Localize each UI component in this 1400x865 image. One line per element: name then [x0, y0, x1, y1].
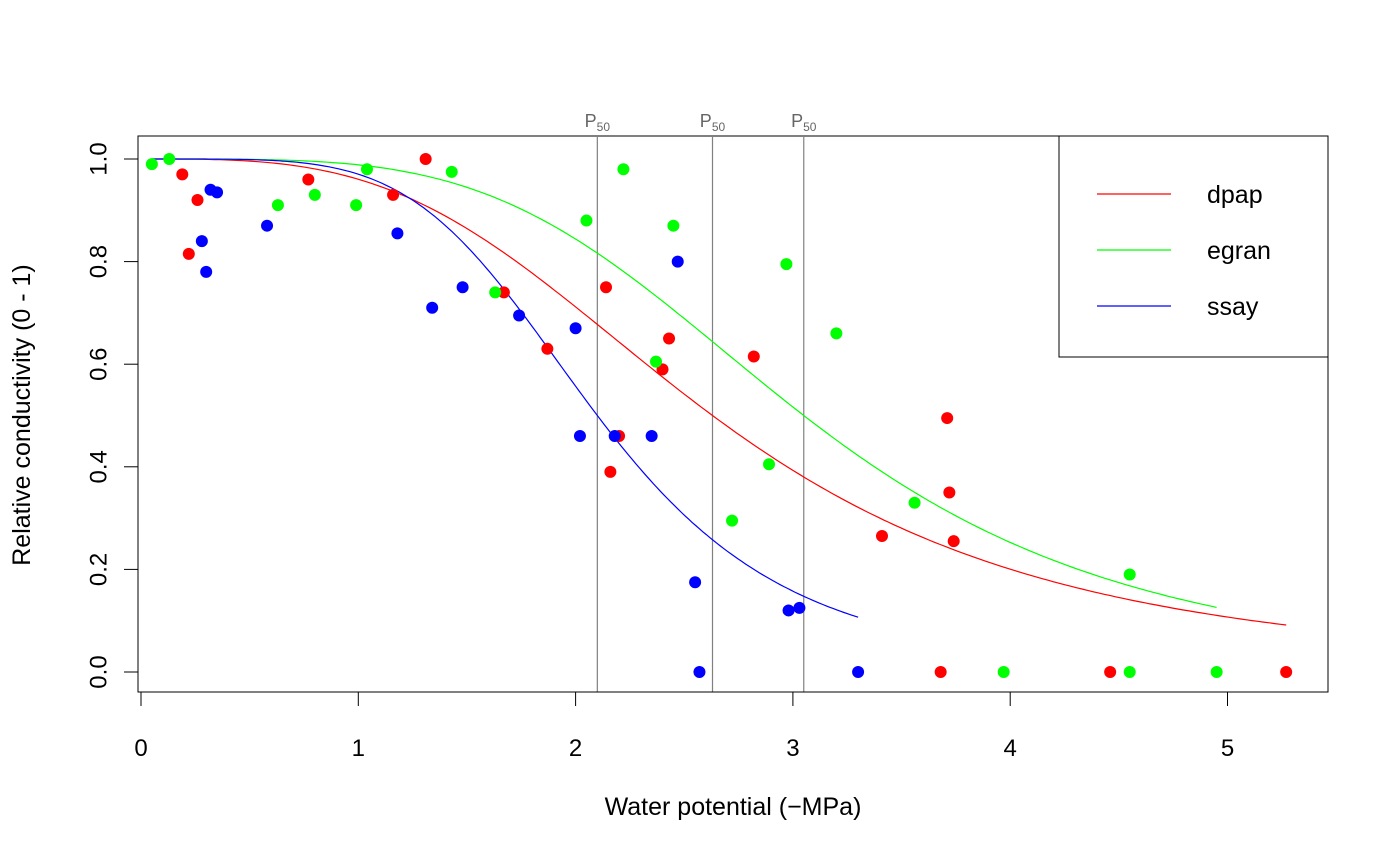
legend: dpap egran ssay: [1058, 135, 1329, 358]
data-point-dpap: [497, 286, 510, 299]
p50-label: P50: [700, 111, 726, 134]
data-point-egran: [617, 163, 630, 176]
data-point-dpap: [663, 332, 676, 345]
data-point-ssay: [391, 227, 404, 240]
data-point-dpap: [941, 412, 954, 425]
data-point-egran: [360, 163, 373, 176]
data-point-ssay: [426, 301, 439, 314]
fit-curve-ssay: [151, 158, 859, 618]
data-point-egran: [830, 327, 843, 340]
data-point-ssay: [200, 265, 213, 278]
p50-label: P50: [585, 111, 611, 134]
legend-label-egran: egran: [1207, 237, 1271, 265]
data-point-dpap: [943, 486, 956, 499]
data-point-ssay: [211, 186, 224, 199]
data-point-dpap: [419, 153, 432, 165]
data-point-dpap: [387, 188, 400, 201]
data-point-ssay: [852, 666, 865, 678]
data-point-ssay: [793, 601, 806, 614]
y-axis: 0.0 0.2 0.4 0.6 0.8 1.0: [85, 142, 139, 689]
data-point-egran: [271, 199, 284, 212]
y-tick-label: 1.0: [85, 142, 112, 175]
fit-curve-dpap: [151, 158, 1287, 626]
legend-label-dpap: dpap: [1207, 181, 1263, 209]
data-point-egran: [780, 258, 793, 271]
x-tick-label: 2: [569, 735, 582, 762]
x-tick-label: 3: [786, 735, 799, 762]
data-point-egran: [489, 286, 502, 299]
data-point-dpap: [604, 465, 617, 478]
data-point-dpap: [1280, 666, 1293, 678]
data-point-dpap: [1104, 666, 1117, 678]
data-point-dpap: [875, 530, 888, 543]
data-point-dpap: [191, 194, 204, 207]
data-point-egran: [580, 214, 593, 227]
data-point-egran: [445, 165, 458, 178]
p50-reference-lines: P50 P50 P50: [585, 111, 817, 692]
data-point-ssay: [689, 576, 702, 589]
y-tick-label: 0.4: [85, 450, 112, 483]
fit-curve-egran: [151, 158, 1217, 608]
data-point-egran: [1210, 666, 1223, 678]
data-point-ssay: [608, 430, 621, 443]
data-point-dpap: [176, 168, 189, 181]
data-point-egran: [667, 219, 680, 232]
data-point-ssay: [782, 604, 795, 617]
data-point-dpap: [600, 281, 613, 294]
p50-label: P50: [791, 111, 817, 134]
x-axis-label: Water potential (−MPa): [605, 793, 862, 821]
data-point-dpap: [182, 247, 195, 260]
data-point-dpap: [947, 535, 960, 548]
data-point-dpap: [302, 173, 315, 186]
data-point-dpap: [541, 342, 554, 355]
x-tick-label: 4: [1004, 735, 1017, 762]
data-point-ssay: [569, 322, 582, 335]
data-point-ssay: [261, 219, 274, 232]
legend-box: [1058, 135, 1329, 358]
data-point-egran: [997, 666, 1010, 678]
data-point-ssay: [645, 430, 658, 443]
data-point-ssay: [195, 235, 208, 248]
x-axis: 0 1 2 3 4 5: [134, 691, 1234, 762]
data-point-egran: [350, 199, 363, 212]
data-point-egran: [908, 496, 921, 509]
y-tick-label: 0.6: [85, 348, 112, 381]
y-tick-label: 0.2: [85, 553, 112, 586]
data-point-egran: [145, 158, 158, 171]
y-tick-label: 0.0: [85, 655, 112, 688]
data-point-egran: [1123, 666, 1136, 678]
data-point-egran: [163, 153, 176, 165]
data-point-egran: [726, 514, 739, 527]
data-point-ssay: [573, 430, 586, 443]
x-tick-label: 1: [352, 735, 365, 762]
data-points: [145, 153, 1293, 678]
data-point-egran: [308, 188, 321, 201]
legend-label-ssay: ssay: [1207, 293, 1259, 321]
data-point-ssay: [513, 309, 526, 322]
data-point-ssay: [693, 666, 706, 678]
data-point-dpap: [747, 350, 760, 363]
data-point-dpap: [934, 666, 947, 678]
y-tick-label: 0.8: [85, 245, 112, 278]
data-point-egran: [762, 458, 775, 471]
x-tick-label: 5: [1221, 735, 1234, 762]
data-point-ssay: [671, 255, 684, 268]
y-axis-label: Relative conductivity (0 - 1): [8, 264, 36, 566]
data-point-egran: [1123, 568, 1136, 581]
x-tick-label: 0: [134, 735, 147, 762]
data-point-egran: [650, 355, 663, 368]
data-point-ssay: [456, 281, 469, 294]
